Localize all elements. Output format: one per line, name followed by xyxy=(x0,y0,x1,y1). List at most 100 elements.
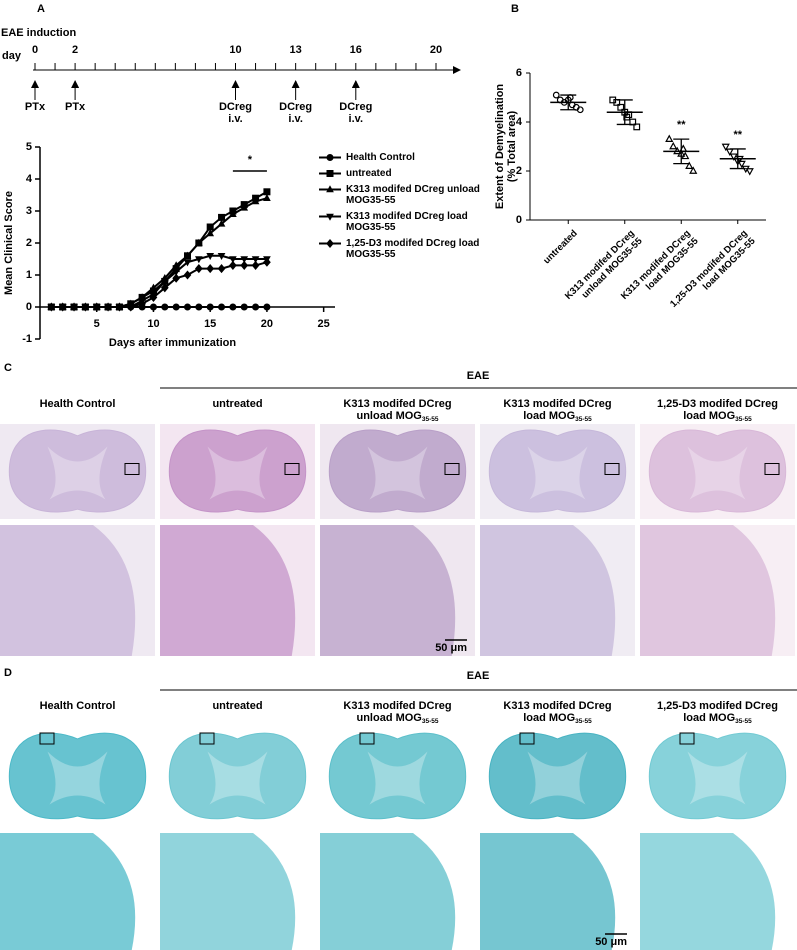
legend-swatch xyxy=(319,185,341,193)
marker xyxy=(240,260,249,270)
marker xyxy=(326,185,334,193)
x-tick-label: 5 xyxy=(94,318,100,330)
marker xyxy=(576,106,584,114)
spinal-cord-section xyxy=(168,429,307,513)
marker xyxy=(665,134,674,142)
marker xyxy=(685,161,694,169)
zoom-tissue xyxy=(640,833,776,950)
marker xyxy=(745,168,754,176)
column-title: K313 modifed DCreg xyxy=(343,700,451,712)
timeline-day-label: 13 xyxy=(290,44,302,56)
subtitle-text: load MOG xyxy=(523,712,575,724)
spinal-cord-section xyxy=(8,732,147,820)
marker xyxy=(633,123,641,131)
x-tick-label: 20 xyxy=(261,318,273,330)
subscript: 35-55 xyxy=(422,718,439,725)
column-subtitle: load MOG35-55 xyxy=(523,712,592,725)
event-label: i.v. xyxy=(349,113,363,125)
marker xyxy=(251,256,260,264)
column-subtitle: load MOG35-55 xyxy=(683,410,752,423)
subtitle-text: unload MOG xyxy=(356,712,421,724)
y-tick-label: 0 xyxy=(516,214,522,226)
x-axis-label: Days after immunization xyxy=(109,337,236,349)
marker xyxy=(70,302,78,312)
subscript: 35-55 xyxy=(422,416,439,423)
panel-label: D xyxy=(4,667,12,679)
grey-matter xyxy=(687,446,748,500)
x-tick-label: 10 xyxy=(147,318,159,330)
panel-label: C xyxy=(4,362,12,374)
marker xyxy=(217,264,226,274)
legend-entry: 1,25-D3 modifed DCreg load MOG35-55 xyxy=(318,238,493,260)
marker xyxy=(206,223,214,231)
zoom-tissue xyxy=(320,525,456,656)
marker xyxy=(172,273,181,283)
marker xyxy=(263,303,271,311)
legend-label: K313 modifed DCreg unload MOG35-55 xyxy=(346,184,480,206)
marker xyxy=(206,264,215,274)
event-label: DCreg xyxy=(219,101,252,113)
marker xyxy=(326,170,334,177)
spinal-cord-section xyxy=(8,429,147,513)
inset-box xyxy=(284,463,300,475)
zoom-tissue xyxy=(480,525,616,656)
y-tick-label: 3 xyxy=(26,205,32,217)
marker xyxy=(184,303,191,311)
marker xyxy=(104,302,112,312)
inset-box xyxy=(444,463,460,475)
column-title: K313 modifed DCreg xyxy=(503,398,611,410)
marker xyxy=(81,302,90,312)
subscript: 35-55 xyxy=(735,718,752,725)
legend-swatch xyxy=(319,170,341,177)
legend-entry: Health Control xyxy=(318,152,493,163)
marker xyxy=(229,260,237,270)
timeline-day-label: 2 xyxy=(72,44,78,56)
marker xyxy=(206,303,214,311)
grey-matter xyxy=(527,446,588,500)
grey-matter xyxy=(47,446,108,500)
subtitle-text: load MOG xyxy=(683,410,735,422)
zoom-tissue xyxy=(640,525,776,656)
marker xyxy=(183,259,192,267)
spinal-cord-section xyxy=(648,732,787,820)
inset-box xyxy=(359,732,375,745)
x-tick-label: 15 xyxy=(204,318,216,330)
marker xyxy=(149,292,158,302)
legend-label: 1,25-D3 modifed DCreg load MOG35-55 xyxy=(346,238,480,260)
marker xyxy=(689,166,698,174)
marker xyxy=(172,265,180,273)
marker xyxy=(161,303,169,311)
marker xyxy=(160,278,169,286)
zoom-tissue xyxy=(320,833,456,950)
marker xyxy=(240,203,249,211)
marker xyxy=(326,238,334,249)
y-tick-label: 2 xyxy=(26,237,32,249)
zoom-tissue xyxy=(0,833,136,950)
y-tick-label: 5 xyxy=(26,141,32,153)
column-subtitle: unload MOG35-55 xyxy=(356,410,438,423)
legend-label: Health Control xyxy=(346,152,415,163)
marker xyxy=(229,210,237,217)
column-title: 1,25-D3 modifed DCreg xyxy=(657,398,778,410)
y-tick-label: 4 xyxy=(516,116,523,128)
grey-matter xyxy=(207,446,268,500)
column-subtitle: load MOG35-55 xyxy=(523,410,592,423)
marker xyxy=(206,229,215,237)
marker xyxy=(149,287,157,295)
marker xyxy=(218,213,226,221)
marker xyxy=(252,303,260,311)
legend-label: untreated xyxy=(346,168,392,179)
panel-label: A xyxy=(37,3,45,15)
marker xyxy=(240,256,249,264)
column-title: K313 modifed DCreg xyxy=(343,398,451,410)
column-subtitle: load MOG35-55 xyxy=(683,712,752,725)
subtitle-text: unload MOG xyxy=(356,410,421,422)
grey-matter xyxy=(367,446,428,500)
marker xyxy=(326,213,334,221)
timeline-unit: day xyxy=(2,50,22,62)
marker xyxy=(194,256,203,264)
zoom-tissue xyxy=(160,525,296,656)
marker xyxy=(172,261,181,269)
